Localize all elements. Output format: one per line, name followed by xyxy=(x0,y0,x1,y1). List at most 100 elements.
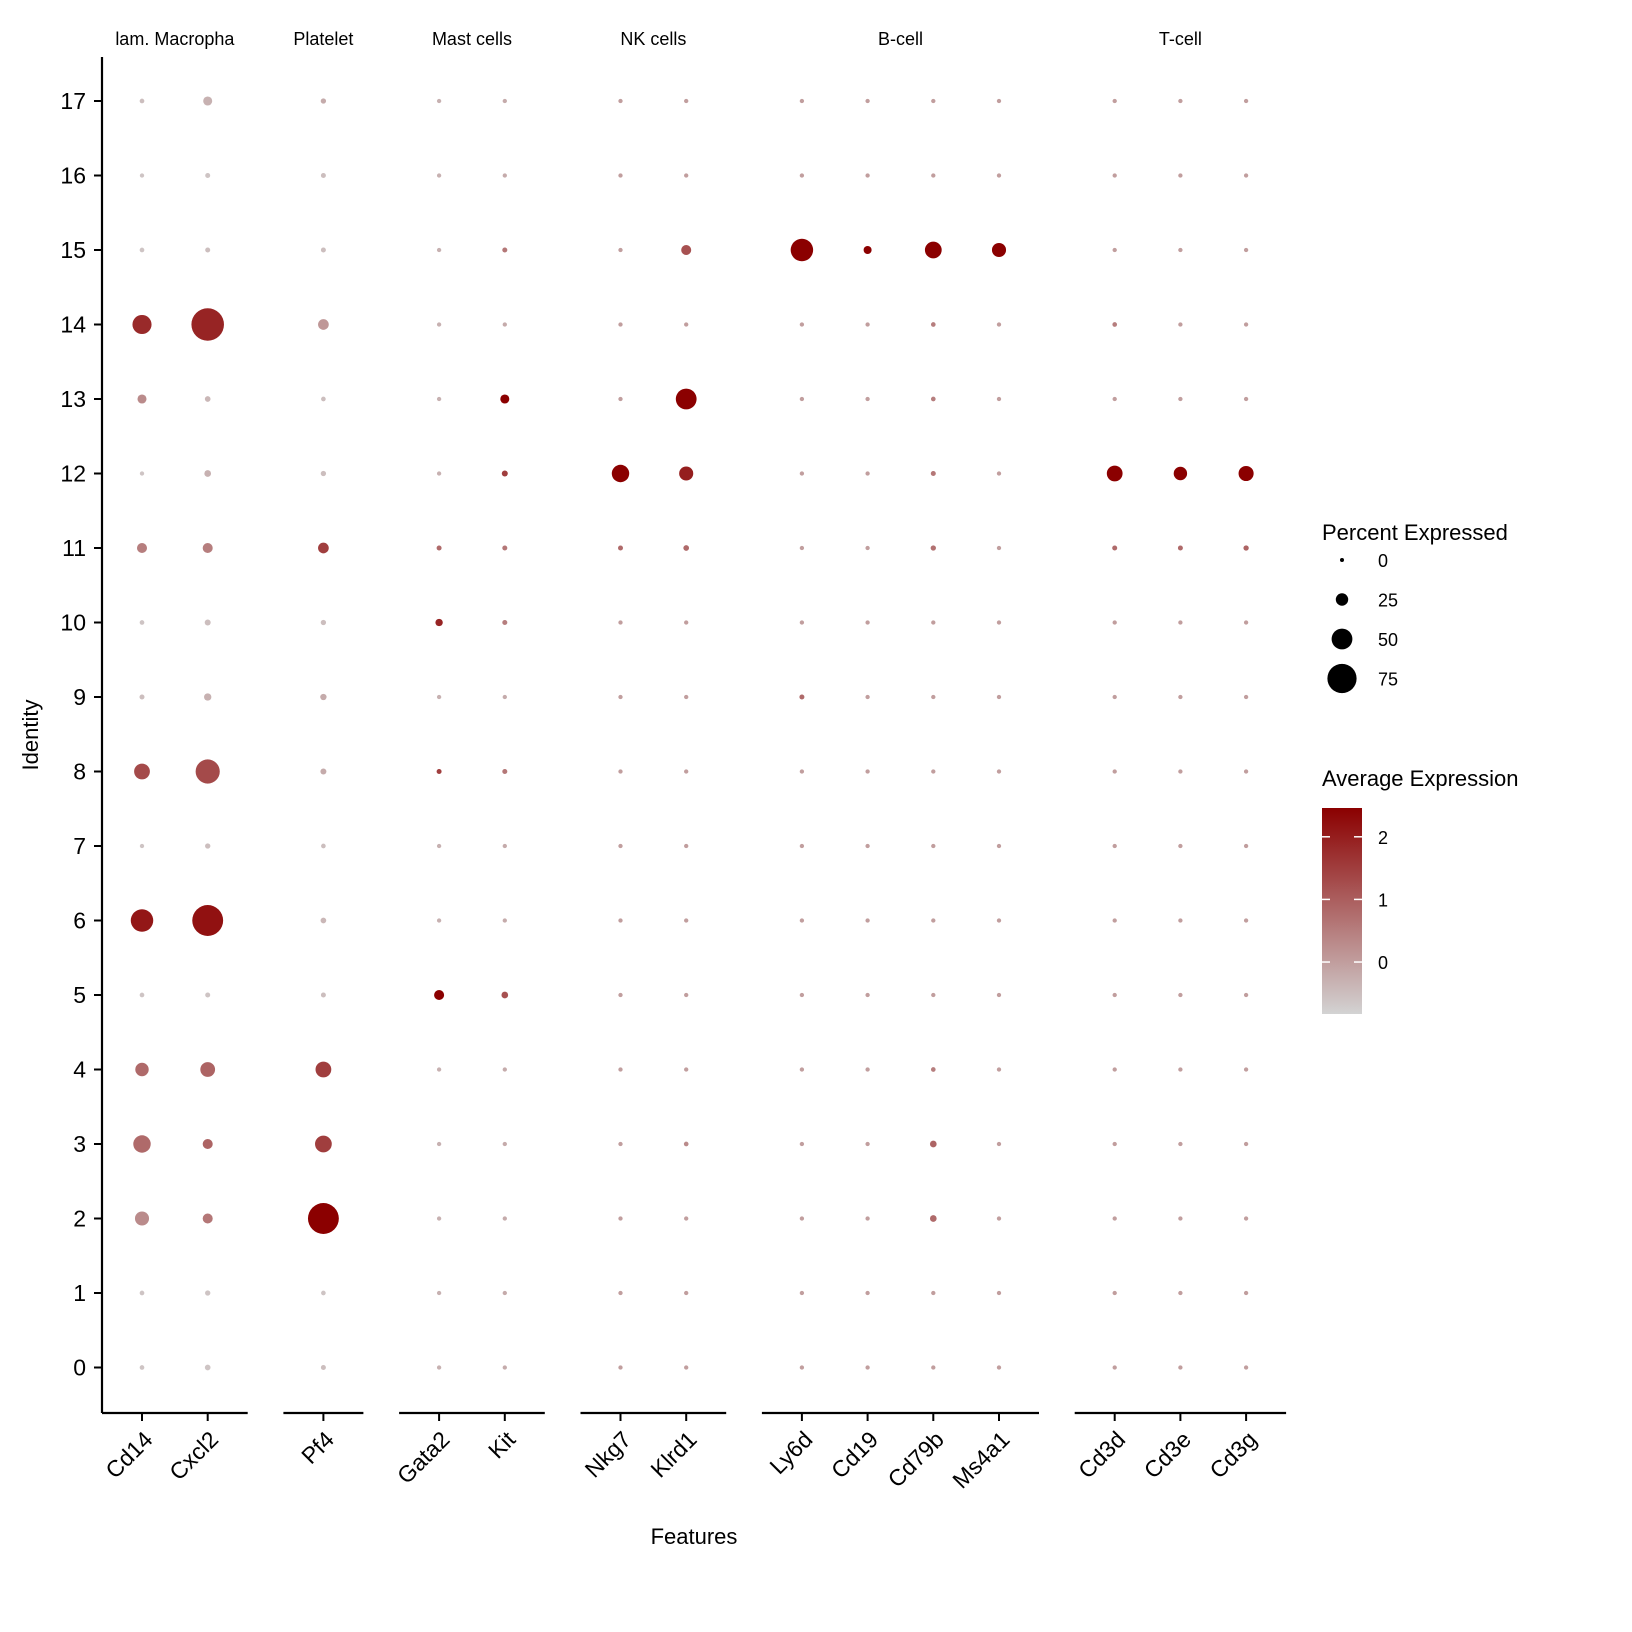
dot-Cd3e-7 xyxy=(1178,843,1183,849)
color-legend-label: 2 xyxy=(1378,828,1388,848)
dot-Cd19-1 xyxy=(865,1290,870,1296)
dot-Ly6d-11 xyxy=(799,545,805,551)
dot-Gata2-1 xyxy=(436,1290,442,1296)
y-tick-label: 17 xyxy=(60,88,86,114)
y-tick-label: 12 xyxy=(60,461,86,487)
x-tick-label: Cd79b xyxy=(883,1426,949,1492)
dot-Cd3d-6 xyxy=(1112,918,1117,923)
dot-Cd3d-7 xyxy=(1112,843,1117,849)
dot-Pf4-9 xyxy=(320,693,327,701)
dot-Cxcl2-17 xyxy=(203,96,213,106)
dot-Cxcl2-3 xyxy=(202,1138,213,1150)
dot-Kit-13 xyxy=(500,394,510,404)
dot-Cd14-7 xyxy=(139,843,145,849)
dot-Cd19-12 xyxy=(865,471,870,476)
dot-Cxcl2-7 xyxy=(205,843,211,849)
dot-Cd3d-13 xyxy=(1112,396,1117,402)
dot-Cd19-5 xyxy=(865,992,870,998)
dot-Pf4-4 xyxy=(315,1061,332,1078)
dot-Cxcl2-2 xyxy=(202,1213,213,1224)
dot-Cxcl2-14 xyxy=(191,308,224,341)
dot-Kit-17 xyxy=(502,98,507,104)
x-tick-label: Cd3g xyxy=(1204,1426,1261,1483)
dot-Kit-8 xyxy=(502,768,508,775)
dot-Cd3g-9 xyxy=(1243,694,1249,700)
dot-Cd79b-3 xyxy=(929,1140,937,1148)
dot-Gata2-11 xyxy=(436,545,442,551)
dot-Cd3g-17 xyxy=(1243,98,1249,104)
dot-Cd19-9 xyxy=(865,694,870,700)
dot-Klrd1-14 xyxy=(684,322,689,327)
size-legend-dot xyxy=(1327,663,1357,694)
dot-Cd19-8 xyxy=(865,769,870,774)
dot-Cd19-13 xyxy=(865,396,870,402)
size-legend-label: 0 xyxy=(1378,551,1388,571)
dot-Pf4-2 xyxy=(307,1203,339,1234)
dot-Kit-2 xyxy=(502,1216,507,1221)
dot-Klrd1-15 xyxy=(681,244,692,256)
dot-Cd19-16 xyxy=(865,173,870,178)
dot-Ly6d-15 xyxy=(790,238,814,262)
dot-Nkg7-15 xyxy=(618,247,623,253)
dot-Pf4-13 xyxy=(321,396,326,402)
dot-Klrd1-13 xyxy=(675,388,697,410)
dot-Cd19-15 xyxy=(863,245,872,255)
y-tick-label: 7 xyxy=(73,833,86,859)
dot-Ly6d-7 xyxy=(799,843,805,849)
dot-Cd3d-15 xyxy=(1112,247,1117,253)
dot-Cd3e-4 xyxy=(1178,1067,1183,1072)
dot-Cd3e-8 xyxy=(1178,769,1183,774)
size-legend-label: 50 xyxy=(1378,630,1398,650)
dot-Ly6d-5 xyxy=(799,992,805,998)
dot-Cd3g-2 xyxy=(1243,1216,1249,1221)
dot-Ly6d-0 xyxy=(799,1365,805,1370)
dot-Ms4a1-1 xyxy=(996,1290,1002,1296)
dot-Cd3d-5 xyxy=(1112,992,1117,998)
dot-Klrd1-3 xyxy=(683,1141,689,1147)
dot-Klrd1-9 xyxy=(684,694,689,700)
dot-Cd79b-13 xyxy=(930,396,936,402)
dot-Gata2-17 xyxy=(436,98,442,104)
dot-Cd3g-11 xyxy=(1243,545,1249,551)
dot-Ly6d-10 xyxy=(799,620,805,625)
dot-Cd79b-7 xyxy=(931,843,936,849)
dot-Cd79b-14 xyxy=(930,322,936,327)
dot-Gata2-14 xyxy=(436,322,442,327)
dot-Gata2-16 xyxy=(436,173,442,178)
x-tick-label: Cd19 xyxy=(826,1426,883,1483)
dot-Cd19-11 xyxy=(865,545,870,551)
dot-Cd79b-15 xyxy=(924,241,942,259)
dot-Ly6d-8 xyxy=(799,769,805,774)
dot-Kit-15 xyxy=(502,247,508,253)
dot-Cd3d-17 xyxy=(1112,98,1117,104)
dot-Cd3e-0 xyxy=(1178,1365,1183,1370)
dot-Cd14-15 xyxy=(139,247,145,253)
dot-Nkg7-1 xyxy=(618,1290,623,1296)
dot-Cxcl2-6 xyxy=(192,905,224,936)
x-tick-label: Cd3e xyxy=(1139,1426,1196,1483)
dot-Cxcl2-10 xyxy=(204,619,211,626)
dot-Nkg7-4 xyxy=(618,1067,623,1072)
dot-Cd3g-14 xyxy=(1243,322,1249,327)
dot-Cd3e-17 xyxy=(1178,98,1183,104)
dot-Cd19-4 xyxy=(865,1067,870,1072)
dot-Pf4-6 xyxy=(320,917,327,924)
dot-Nkg7-6 xyxy=(618,918,623,923)
dot-Ms4a1-9 xyxy=(996,694,1002,700)
dot-Ms4a1-11 xyxy=(996,545,1002,551)
dot-Cd14-5 xyxy=(139,992,145,998)
dot-Nkg7-14 xyxy=(618,322,623,327)
dot-Cd3g-4 xyxy=(1243,1067,1249,1072)
color-legend-label: 0 xyxy=(1378,953,1388,973)
dot-Ms4a1-4 xyxy=(996,1067,1002,1072)
dot-Ly6d-12 xyxy=(799,471,805,476)
dot-Cxcl2-9 xyxy=(204,693,212,701)
dot-Cd3g-8 xyxy=(1243,769,1249,774)
dot-Cd3e-14 xyxy=(1178,322,1183,327)
dot-Cd79b-11 xyxy=(930,545,936,551)
dot-Cd14-0 xyxy=(139,1365,145,1370)
dot-Klrd1-7 xyxy=(684,843,689,849)
dot-Nkg7-7 xyxy=(618,843,623,849)
dot-Ly6d-4 xyxy=(799,1067,805,1072)
y-tick-label: 8 xyxy=(73,759,86,785)
